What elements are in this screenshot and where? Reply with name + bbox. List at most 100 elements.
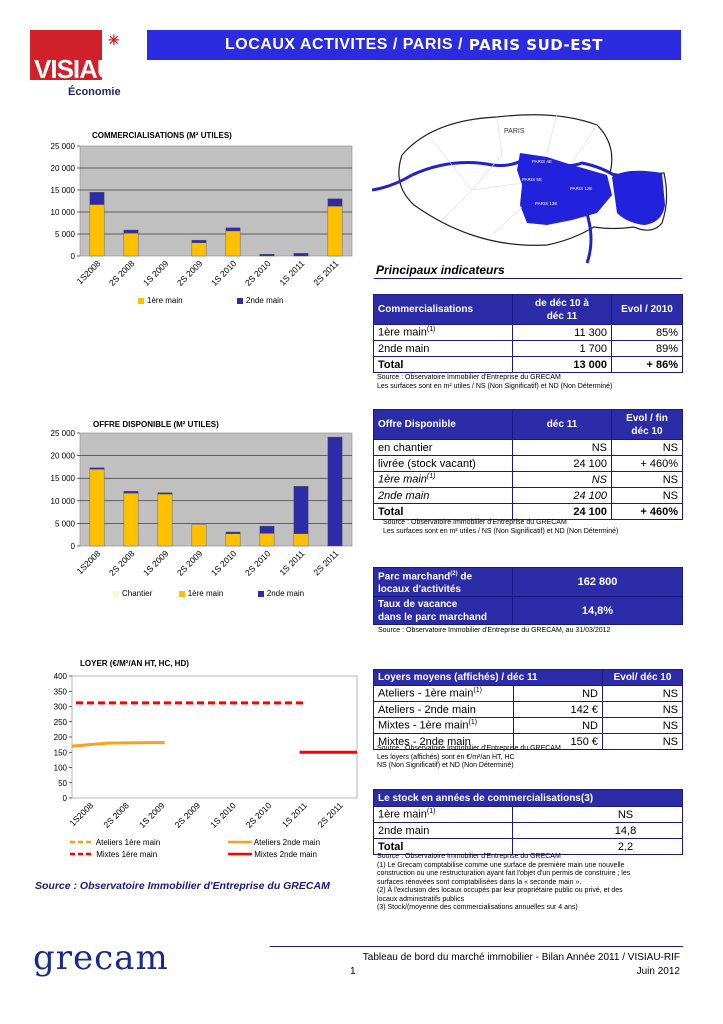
bar — [225, 230, 241, 257]
bar — [225, 533, 241, 547]
vacance-value: 14,8% — [512, 596, 683, 626]
chart-offre-title: OFFRE DISPONIBLE (M² UTILES) — [93, 420, 219, 429]
y-tick-label: 5 000 — [55, 519, 76, 528]
x-tick-label: 1S 2011 — [280, 800, 309, 829]
y-tick-label: 5 000 — [55, 230, 76, 239]
x-tick-label: 2S 2010 — [244, 800, 274, 830]
table-row: 1ère main(1) NS — [373, 806, 683, 823]
logo-text: VISIAU — [34, 54, 116, 84]
y-tick-label: 300 — [54, 703, 68, 712]
sud-est-area — [517, 153, 612, 225]
table-row: 2nde main 24 100 NS — [373, 487, 683, 504]
bar — [89, 467, 105, 470]
x-tick-label: 2S 2011 — [311, 258, 340, 287]
legend-swatch-1ere — [138, 297, 144, 304]
grecam-logo: grecam — [33, 938, 169, 978]
th-commercialisations: Commercialisations — [373, 294, 513, 325]
th-period: de déc 10 à déc 11 — [512, 294, 612, 325]
bar — [157, 493, 173, 547]
bar — [89, 204, 105, 257]
paris-map: PARIS PARIS 4E PARIS 5E PARIS 12E PARIS … — [371, 95, 684, 265]
table-row-total: Total 13 000 + 86% — [373, 356, 683, 373]
x-tick-label: 2S 2008 — [107, 548, 137, 578]
chart1-legend: Chantier 1ère main 2nde main — [113, 589, 304, 598]
y-tick-label: 150 — [54, 748, 68, 757]
y-tick-label: 15 000 — [51, 474, 76, 483]
y-tick-label: 20 000 — [51, 164, 76, 173]
chart-commercialisations-title: COMMERCIALISATIONS (M² UTILES) — [92, 131, 232, 140]
table-row-total: Total 2,2 — [373, 838, 683, 855]
legend-swatch-2nde — [237, 297, 244, 304]
y-tick-label: 0 — [71, 252, 76, 261]
th-dec11: déc 11 — [512, 409, 612, 440]
bar — [327, 436, 343, 547]
bar — [191, 524, 207, 547]
x-tick-label: 2S 2008 — [101, 800, 131, 830]
y-tick-label: 0 — [63, 794, 68, 803]
legend-mixtes-1ere: Mixtes 1ère main — [70, 850, 158, 859]
bar — [157, 492, 173, 495]
legend-mixtes-2nde: Mixtes 2nde main — [228, 850, 317, 859]
x-tick-label: 1S2008 — [75, 548, 103, 576]
plot-area — [79, 432, 353, 547]
bar — [123, 491, 139, 494]
bar — [89, 192, 105, 205]
footer-date: Juin 2012 — [636, 966, 680, 977]
parc-value: 162 800 — [512, 566, 683, 598]
th-evol: Evol / 2010 — [611, 294, 683, 325]
y-tick-label: 20 000 — [51, 452, 76, 461]
table-row: 2nde main 1 700 89% — [373, 340, 683, 357]
table-row: Mixtes - 1ère main(1) ND NS — [373, 717, 683, 734]
th-evol-fin: Evol / fin déc 10 — [611, 409, 683, 440]
logo-star-icon: ✳ — [108, 32, 120, 48]
bar — [327, 206, 343, 257]
x-tick-label: 1S 2009 — [137, 800, 167, 830]
x-tick-label: 1S 2011 — [277, 548, 306, 577]
indicators-rule — [374, 278, 682, 279]
table-row: 1ère main(1) 11 300 85% — [373, 324, 683, 341]
x-tick-label: 1S2008 — [75, 258, 103, 286]
chart-loyer-title: LOYER (€/M²/AN HT, HC, HD) — [80, 659, 189, 668]
legend-label-2nde: 2nde main — [266, 589, 305, 598]
table-row: Ateliers - 2nde main 142 € NS — [373, 701, 683, 718]
y-tick-label: 50 — [58, 779, 67, 788]
source-stock-notes: Source : Observatoire Immobilier d'Entre… — [377, 853, 631, 911]
indicators-heading: Principaux indicateurs — [376, 263, 505, 277]
left-source: Source : Observatoire Immobilier d'Entre… — [35, 880, 330, 892]
bar — [123, 492, 139, 547]
x-tick-label: 1S2008 — [67, 800, 95, 828]
legend-label-chantier: Chantier — [122, 589, 153, 598]
bar — [293, 253, 309, 257]
legend-swatch-1ere — [178, 590, 185, 597]
visiau-logo: VISIAU ✳ Économie — [30, 30, 130, 102]
table-row: Ateliers - 1ère main(1) ND NS — [373, 685, 683, 702]
footer-report-title: Tableau de bord du marché immobilier - B… — [362, 952, 680, 963]
map-label-paris: PARIS — [504, 128, 525, 135]
legend-swatch-chantier — [113, 590, 119, 597]
bar — [259, 254, 275, 257]
seine-west — [371, 173, 413, 192]
bar — [327, 198, 343, 207]
x-tick-label: 1S 2009 — [141, 548, 171, 578]
x-tick-label: 1S 2010 — [209, 258, 239, 288]
bar — [89, 468, 105, 547]
bar — [191, 242, 207, 257]
legend-ateliers-1ere: Ateliers 1ère main — [70, 838, 161, 847]
source-loyers: Source : Observatoire Immobilier d'Entre… — [377, 745, 561, 769]
plot-area — [71, 675, 358, 799]
y-tick-label: 200 — [54, 733, 68, 742]
bar — [123, 229, 139, 234]
x-tick-label: 1S 2011 — [277, 258, 306, 287]
y-tick-label: 15 000 — [51, 186, 76, 195]
series-line — [71, 740, 165, 748]
footer-page-number: 1 — [350, 966, 356, 977]
logo-white-band — [30, 80, 120, 102]
table-loyers: Loyers moyens (affichés) / déc 11 Evol/ … — [373, 669, 683, 750]
x-tick-label: 2S 2011 — [316, 800, 345, 829]
x-tick-label: 1S 2010 — [208, 800, 238, 830]
logo-red-block — [30, 30, 102, 82]
map-label-paris12: PARIS 12E — [570, 186, 592, 191]
y-tick-label: 350 — [54, 687, 68, 696]
